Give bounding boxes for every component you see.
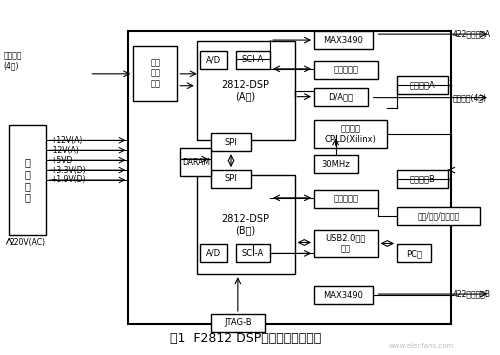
Text: +3.3V(D): +3.3V(D) (50, 165, 86, 175)
Bar (397, 207, 480, 225)
Bar (397, 170, 448, 188)
Text: +1.9V(D): +1.9V(D) (50, 175, 86, 185)
Text: 复位电路B: 复位电路B (410, 175, 436, 184)
Text: 模拟输出(4路): 模拟输出(4路) (453, 93, 487, 102)
Text: SCI-A: SCI-A (242, 55, 264, 64)
Text: -12V(A): -12V(A) (50, 146, 79, 155)
Bar (197, 175, 294, 274)
Text: D/A模块: D/A模块 (328, 92, 353, 101)
Text: 30MHz: 30MHz (322, 160, 350, 169)
Bar (180, 148, 212, 176)
Text: SCI-A: SCI-A (242, 249, 264, 258)
Bar (9, 125, 46, 235)
Bar (314, 120, 388, 148)
Bar (200, 51, 227, 69)
Bar (314, 31, 372, 49)
Text: 422串行接口B: 422串行接口B (453, 290, 491, 299)
Text: 电
源
模
块: 电 源 模 块 (25, 158, 30, 202)
Bar (314, 190, 378, 208)
Bar (314, 230, 378, 257)
Text: 扩展存储器: 扩展存储器 (334, 65, 358, 74)
Text: 模拟输入
(4路): 模拟输入 (4路) (4, 51, 22, 71)
Text: A/D: A/D (206, 249, 221, 258)
Bar (314, 61, 378, 79)
Bar (134, 46, 178, 100)
Bar (314, 155, 358, 173)
Bar (314, 88, 368, 105)
Bar (314, 286, 372, 304)
Text: JTAG-B: JTAG-B (224, 318, 252, 327)
Text: SPI: SPI (224, 175, 237, 184)
Bar (236, 245, 270, 262)
Text: 信号
调理
模块: 信号 调理 模块 (150, 59, 160, 88)
Text: +12V(A): +12V(A) (50, 136, 82, 145)
Text: 图1  F2812 DSP双机平台功能框图: 图1 F2812 DSP双机平台功能框图 (170, 332, 322, 345)
Bar (212, 314, 265, 332)
Text: www.elecfans.com: www.elecfans.com (389, 343, 454, 349)
Bar (197, 41, 294, 140)
Bar (212, 133, 250, 151)
Text: 422串行接口A: 422串行接口A (453, 29, 491, 39)
Bar (200, 245, 227, 262)
Bar (212, 170, 250, 188)
Text: 逻辑控制
CPLD(Xilinx): 逻辑控制 CPLD(Xilinx) (325, 125, 376, 144)
Text: 2812-DSP
(A机): 2812-DSP (A机) (222, 80, 270, 102)
Bar (236, 51, 270, 69)
Text: +5VD: +5VD (50, 155, 72, 165)
Text: SPI: SPI (224, 138, 237, 147)
Text: 220V(AC): 220V(AC) (9, 238, 45, 247)
Text: DARAM: DARAM (182, 158, 210, 166)
Bar (397, 245, 432, 262)
Text: 2812-DSP
(B机): 2812-DSP (B机) (222, 214, 270, 235)
Text: MAX3490: MAX3490 (324, 291, 364, 300)
Text: 扩展存储器: 扩展存储器 (334, 194, 358, 203)
Text: USB2.0接口
模块: USB2.0接口 模块 (326, 234, 366, 253)
Text: A/D: A/D (206, 55, 221, 64)
Text: MAX3490: MAX3490 (324, 36, 364, 45)
Bar (397, 76, 448, 94)
Text: 液晶/键盘/声光指示: 液晶/键盘/声光指示 (418, 211, 460, 220)
Text: PC机: PC机 (406, 249, 422, 258)
Bar (128, 31, 451, 324)
Text: 复位电路A: 复位电路A (410, 80, 436, 89)
